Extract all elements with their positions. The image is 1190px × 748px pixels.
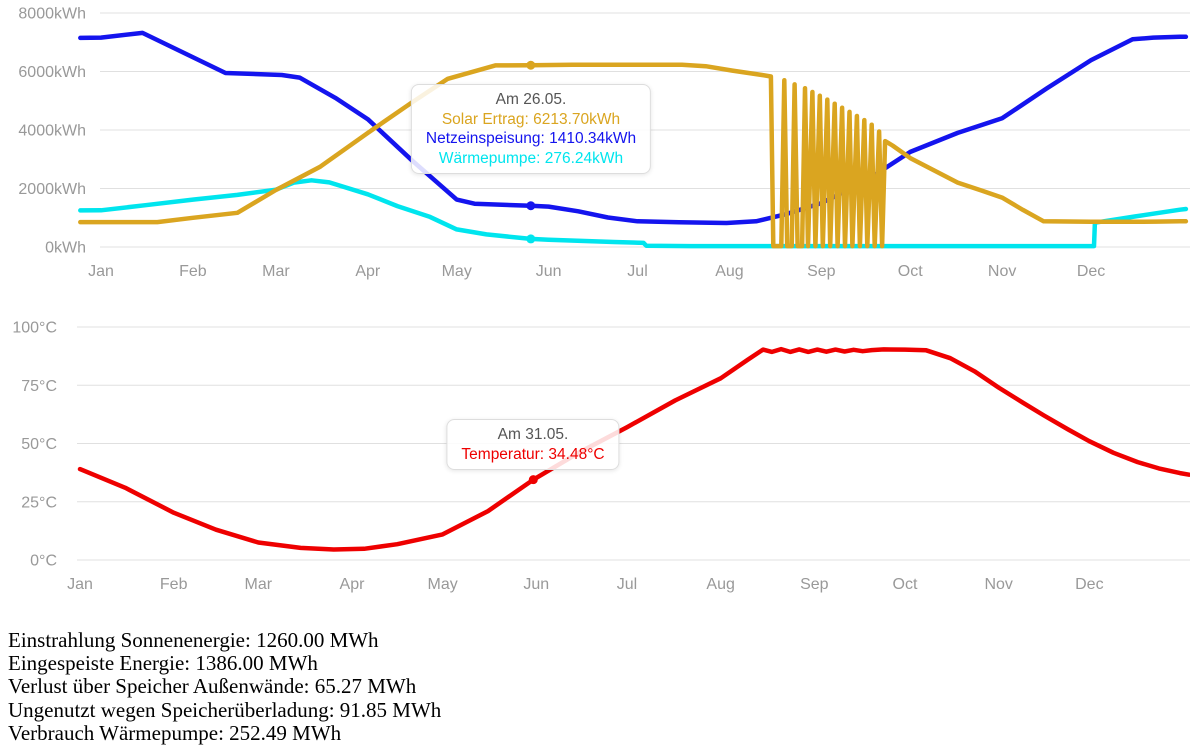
x-axis-tick-label-oct: Oct [893,576,918,593]
x-axis-tick-label-feb: Feb [179,263,207,280]
x-axis-tick-label-dec: Dec [1075,576,1103,593]
summary-line-verlust: Verlust über Speicher Außenwände: 65.27 … [8,674,417,699]
y-axis-tick-label: 4000kWh [18,123,86,140]
x-axis-tick-label-feb: Feb [160,576,188,593]
series-line-w-rmepumpe [78,178,1189,249]
tooltip-entry-waermepumpe: Wärmepumpe: 276.24kWh [438,149,624,167]
hover-marker-dot [526,60,536,70]
series-line-temperatur [77,346,1190,552]
hover-marker-dot [528,475,538,485]
y-axis-tick-label: 0°C [30,553,57,570]
x-axis-tick-label-jan: Jan [67,576,93,593]
summary-line-einstrahlung: Einstrahlung Sonnenenergie: 1260.00 MWh [8,628,379,652]
x-axis-tick-label-jul: Jul [617,576,637,593]
x-axis-tick-label-aug: Aug [706,576,734,593]
tooltip-entry-temperatur: Temperatur: 34.48°C [461,445,605,463]
summary-line-eingespeist: Eingespeiste Energie: 1386.00 MWh [8,651,318,676]
temperature-chart: 100°C 75°C 50°C 25°C 0°C Jan Feb Mar Apr May Jun Ju… [12,320,1190,593]
tooltip-date: Am 31.05. [497,426,569,443]
x-axis-tick-label-dec: Dec [1077,263,1105,280]
charts-area: 8000kWh 6000kWh 4000kWh 2000kWh 0kWh Jan Feb Ma… [0,0,1190,620]
tooltip-date: Am 26.05. [495,91,567,108]
x-axis-tick-label-may: May [442,263,472,280]
x-axis-tick-label-aug: Aug [715,263,743,280]
x-axis-tick-label-jan: Jan [88,263,114,280]
y-axis-tick-label: 75°C [21,378,57,395]
x-axis-tick-label-may: May [428,576,458,593]
x-axis-tick-label-sep: Sep [807,263,836,280]
x-axis-tick-label-apr: Apr [340,576,366,593]
y-axis-tick-label: 6000kWh [18,64,86,81]
summary-line-ungenutzt: Ungenutzt wegen Speicherüberladung: 91.8… [8,697,442,722]
hover-marker-dot [526,234,536,244]
x-axis-tick-label-nov: Nov [988,263,1016,280]
tooltip-entry-netzeinspeisung: Netzeinspeisung: 1410.34kWh [425,130,637,147]
x-axis-tick-label-mar: Mar [245,576,273,593]
y-axis-tick-label: 50°C [21,436,57,453]
x-axis-tick-label-mar: Mar [262,263,290,280]
summary-line-verbrauch: Verbrauch Wärmepumpe: 252.49 MWh [8,720,342,745]
y-axis-tick-label: 0kWh [45,240,86,257]
temperature-tooltip: Am 31.05. Temperatur: 34.48°C [446,419,620,470]
y-axis-tick-label: 100°C [12,320,57,337]
series-line-netzeinspeisung [78,30,1189,226]
x-axis-tick-label-jun: Jun [523,576,549,593]
y-axis-tick-label: 2000kWh [18,181,86,198]
x-axis-tick-label-jul: Jul [627,263,647,280]
x-axis-tick-label-jun: Jun [536,263,562,280]
series-line-solar-ertrag [78,62,1189,249]
x-axis-tick-label-nov: Nov [984,576,1012,593]
tooltip-entry-solar-ertrag: Solar Ertrag: 6213.70kWh [441,110,621,128]
x-axis-tick-label-oct: Oct [898,263,923,280]
x-axis-tick-label-apr: Apr [355,263,381,280]
y-axis-tick-label: 8000kWh [18,6,86,23]
hover-marker-dot [526,201,536,211]
y-axis-tick-label: 25°C [21,494,57,511]
energy-tooltip: Am 26.05. Solar Ertrag: 6213.70kWh Netze… [410,84,652,174]
summary-text-block: Einstrahlung Sonnenenergie: 1260.00 MWh … [8,628,442,745]
x-axis-tick-label-sep: Sep [800,576,829,593]
